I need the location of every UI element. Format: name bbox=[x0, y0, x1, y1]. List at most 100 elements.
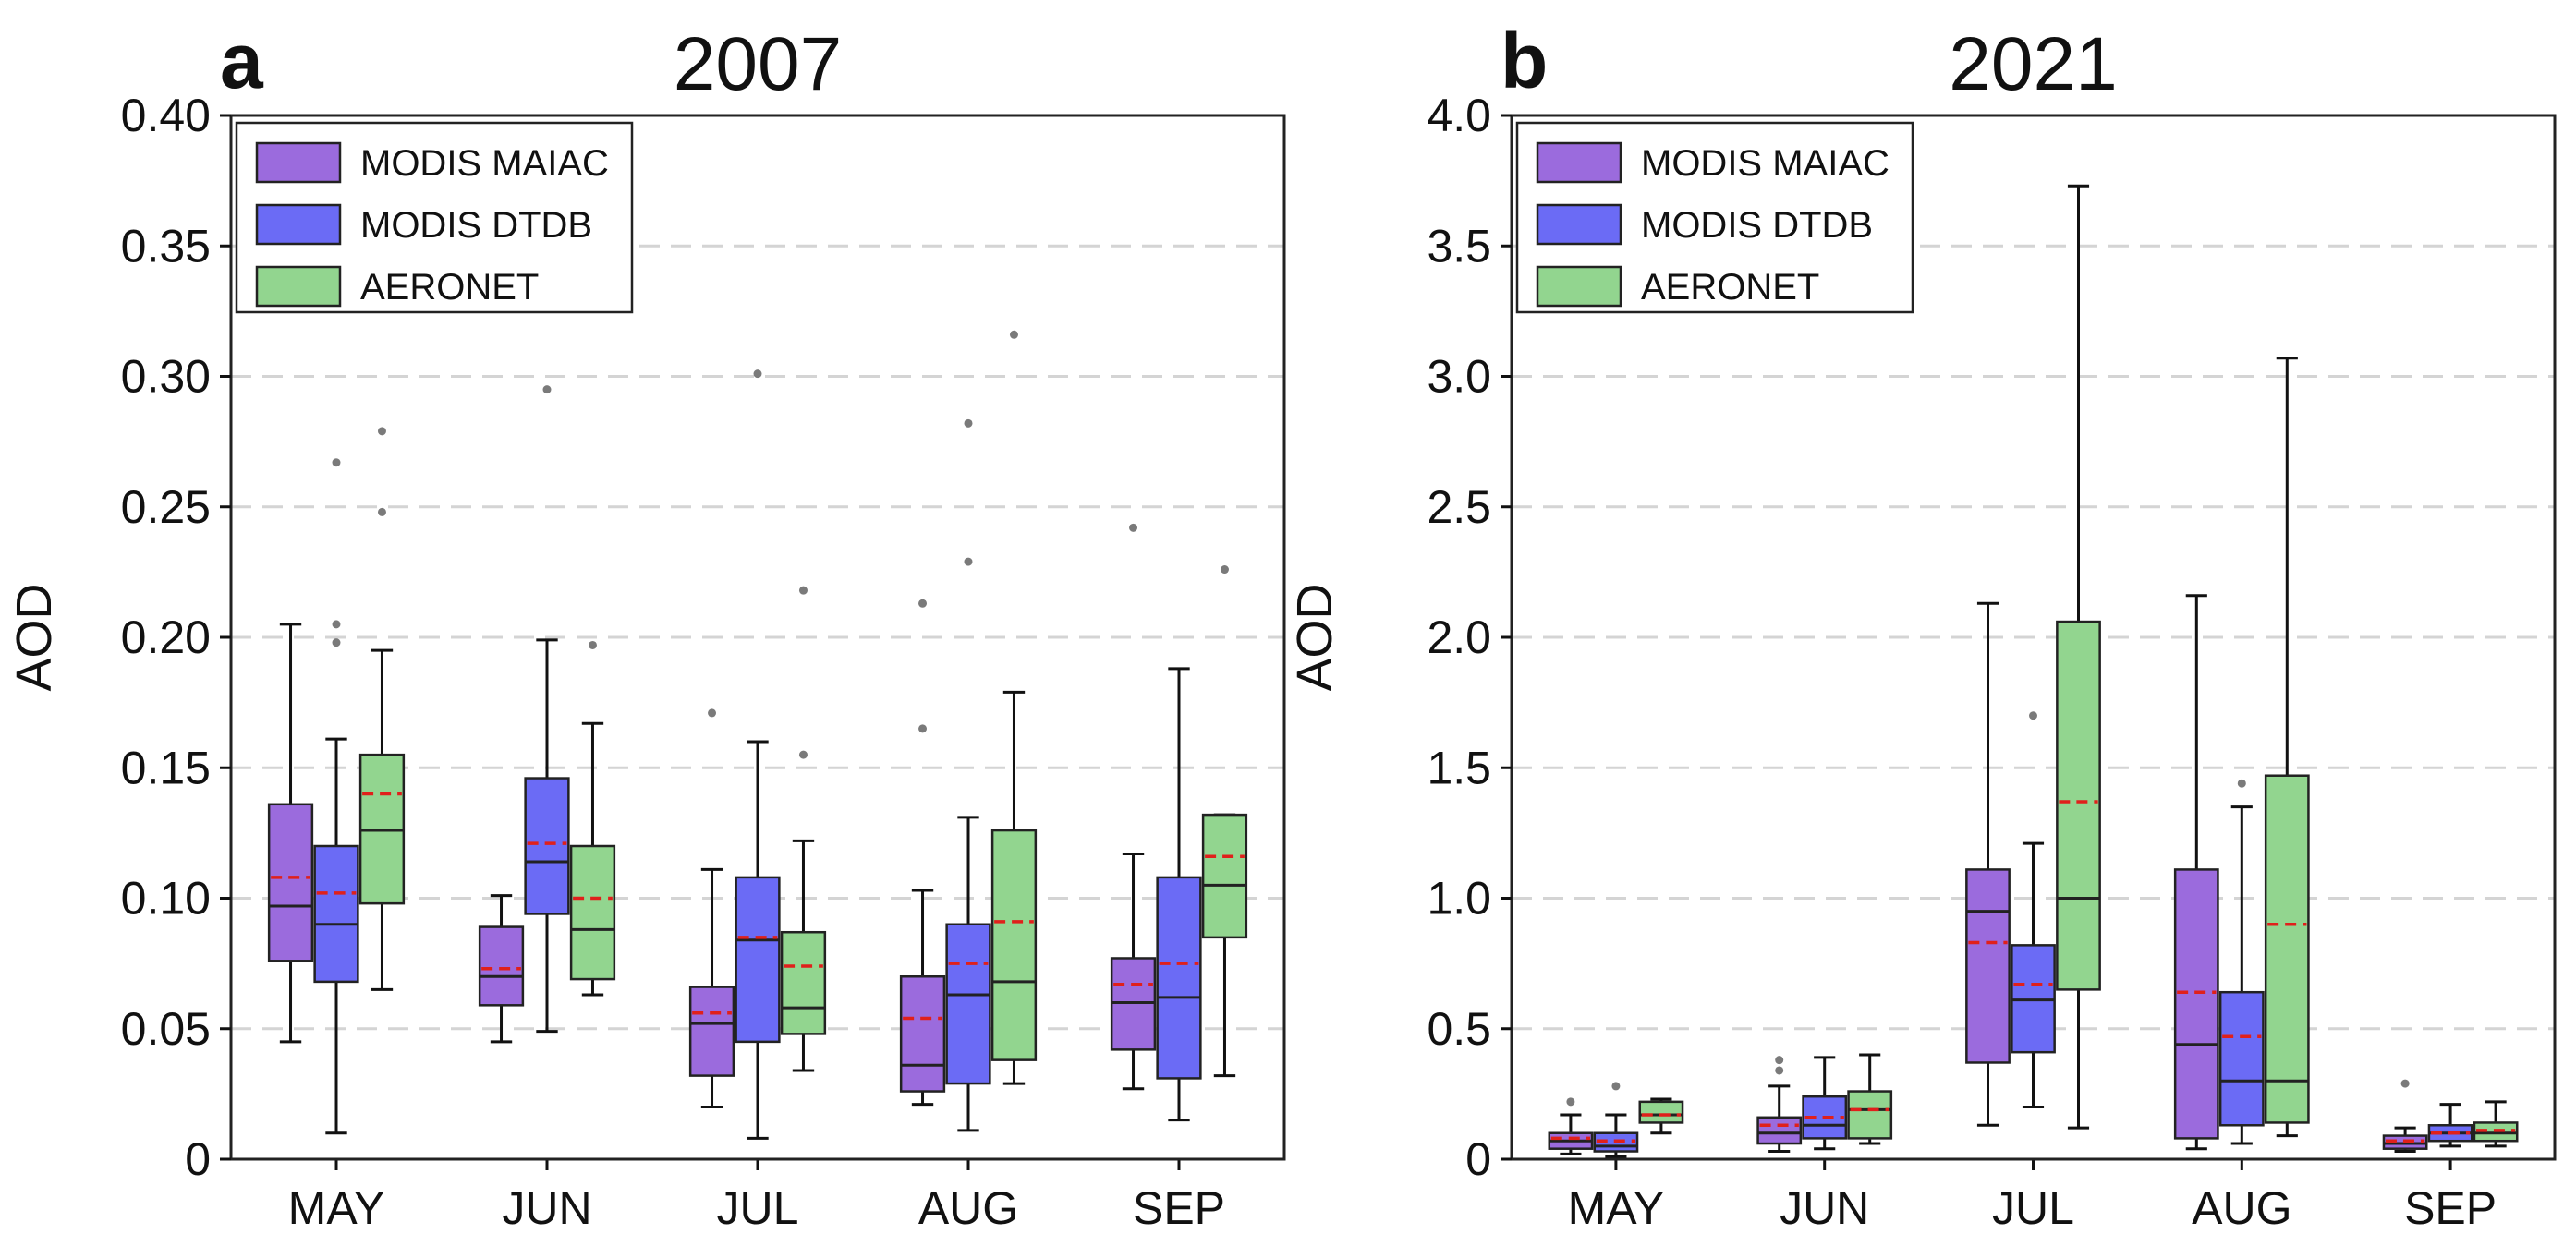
panel-b: MAY JUN JUL AUG SEP 0 0.5 1.0 1.5 2.0 2.5 3.0 3.5 4.0… bbox=[1287, 18, 2557, 1234]
y-tick-label: 0.10 bbox=[121, 873, 211, 925]
iqr-box bbox=[2173, 868, 2219, 1140]
outlier-point bbox=[964, 557, 973, 566]
x-tick-label: MAY bbox=[288, 1182, 385, 1234]
box-jun-modis-dtdb bbox=[1802, 1056, 1848, 1151]
legend-label: MODIS DTDB bbox=[1641, 205, 1873, 246]
outlier-point bbox=[918, 599, 928, 608]
y-tick-label: 0.40 bbox=[121, 90, 211, 141]
box-may-modis-dtdb bbox=[1593, 1082, 1639, 1158]
iqr-box bbox=[945, 923, 991, 1085]
y-axis-label: AOD bbox=[1287, 583, 1343, 691]
y-tick-label: 3.5 bbox=[1427, 220, 1491, 272]
box-may-modis-dtdb bbox=[313, 458, 359, 1135]
box-aug-modis-maiac bbox=[2173, 594, 2219, 1151]
y-tick-label: 0.30 bbox=[121, 351, 211, 403]
outlier-point bbox=[918, 724, 928, 733]
x-tick-label: AUG bbox=[918, 1182, 1018, 1234]
outlier-point bbox=[964, 418, 973, 428]
y-tick-label: 0.5 bbox=[1427, 1003, 1491, 1055]
box-aug-aeronet bbox=[2264, 357, 2310, 1138]
box-sep-modis-maiac bbox=[2382, 1079, 2428, 1154]
x-tick-label: MAY bbox=[1568, 1182, 1665, 1234]
y-tick-label: 0 bbox=[1465, 1133, 1491, 1185]
y-tick-label: 0.20 bbox=[121, 611, 211, 663]
outlier-point bbox=[332, 458, 341, 467]
box-jul-aeronet bbox=[2056, 184, 2101, 1130]
outlier-point bbox=[1129, 523, 1138, 532]
box-jun-modis-dtdb bbox=[524, 385, 570, 1034]
legend-label: MODIS MAIAC bbox=[360, 143, 609, 184]
y-tick-label: 1.5 bbox=[1427, 742, 1491, 793]
outlier-point bbox=[2237, 779, 2246, 788]
legend-swatch bbox=[1536, 141, 1622, 184]
outlier-point bbox=[2029, 711, 2037, 720]
outlier-point bbox=[1220, 565, 1229, 575]
y-tick-label: 0 bbox=[185, 1133, 211, 1185]
x-tick-label: JUL bbox=[717, 1182, 799, 1234]
box-jun-modis-maiac bbox=[1756, 1056, 1803, 1154]
legend-label: AERONET bbox=[360, 267, 539, 308]
panel-label: a bbox=[220, 18, 264, 104]
box-jun-modis-maiac bbox=[478, 894, 525, 1044]
box-may-modis-maiac bbox=[1548, 1097, 1594, 1155]
y-tick-label: 2.0 bbox=[1427, 611, 1491, 663]
iqr-box bbox=[1965, 868, 2011, 1064]
box-sep-modis-dtdb bbox=[2427, 1103, 2473, 1148]
legend-swatch bbox=[255, 203, 342, 246]
outlier-point bbox=[708, 708, 717, 718]
panel-a: MAY JUN JUL AUG SEP 0 0.05 0.10 0.15 0.20 0.25 0.30… bbox=[6, 18, 1286, 1234]
box-jun-aeronet bbox=[569, 640, 616, 997]
box-sep-modis-dtdb bbox=[1156, 667, 1202, 1122]
legend-label: MODIS DTDB bbox=[360, 205, 592, 246]
x-tick-label: JUN bbox=[502, 1182, 591, 1234]
box-may-aeronet bbox=[358, 427, 406, 991]
box-may-aeronet bbox=[1638, 1097, 1684, 1135]
panel-label: b bbox=[1501, 18, 1548, 104]
y-tick-label: 3.0 bbox=[1427, 351, 1491, 403]
chart-title: 2021 bbox=[1949, 22, 2117, 106]
iqr-box bbox=[2218, 990, 2265, 1127]
y-tick-label: 0.25 bbox=[121, 481, 211, 533]
iqr-box bbox=[1756, 1116, 1803, 1145]
x-tick-label: SEP bbox=[1133, 1182, 1225, 1234]
outlier-point bbox=[1009, 330, 1018, 339]
x-tick-label: AUG bbox=[2192, 1182, 2291, 1234]
iqr-box bbox=[524, 777, 570, 915]
box-sep-aeronet bbox=[1201, 565, 1248, 1078]
box-jun-aeronet bbox=[1847, 1053, 1893, 1145]
legend-label: MODIS MAIAC bbox=[1641, 143, 1889, 184]
iqr-box bbox=[569, 844, 616, 981]
box-jul-modis-maiac bbox=[1965, 601, 2011, 1127]
iqr-box bbox=[735, 876, 781, 1044]
outlier-point bbox=[377, 427, 386, 436]
outlier-point bbox=[332, 620, 341, 629]
y-tick-label: 0.05 bbox=[121, 1003, 211, 1055]
box-aug-modis-dtdb bbox=[2218, 779, 2265, 1145]
box-sep-aeronet bbox=[2473, 1100, 2519, 1148]
box-jul-modis-dtdb bbox=[2011, 711, 2056, 1108]
outlier-point bbox=[1775, 1066, 1784, 1075]
iqr-box bbox=[780, 930, 827, 1035]
outlier-point bbox=[1611, 1082, 1621, 1091]
outlier-point bbox=[2400, 1079, 2410, 1088]
y-tick-label: 0.35 bbox=[121, 220, 211, 272]
iqr-box bbox=[1156, 876, 1202, 1080]
y-tick-label: 4.0 bbox=[1427, 90, 1491, 141]
outlier-point bbox=[1775, 1056, 1784, 1065]
box-jul-modis-dtdb bbox=[735, 369, 781, 1140]
x-tick-label: JUL bbox=[1992, 1182, 2074, 1234]
box-jul-aeronet bbox=[780, 586, 827, 1072]
outlier-point bbox=[753, 369, 762, 379]
iqr-box bbox=[990, 829, 1038, 1061]
iqr-box bbox=[2264, 774, 2310, 1124]
outlier-point bbox=[332, 638, 341, 647]
y-tick-label: 2.5 bbox=[1427, 481, 1491, 533]
iqr-box bbox=[267, 803, 314, 962]
box-jul-modis-maiac bbox=[688, 708, 735, 1108]
outlier-point bbox=[1566, 1097, 1575, 1107]
legend-swatch bbox=[255, 265, 342, 308]
iqr-box bbox=[1847, 1090, 1893, 1140]
box-aug-modis-maiac bbox=[899, 599, 946, 1107]
iqr-box bbox=[313, 844, 359, 984]
